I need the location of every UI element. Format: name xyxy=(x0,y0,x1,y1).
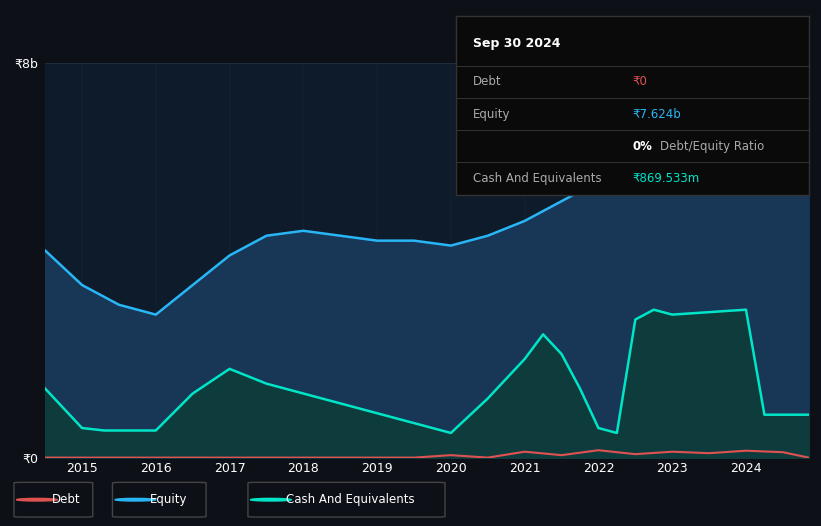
FancyBboxPatch shape xyxy=(112,482,206,517)
Text: Equity: Equity xyxy=(474,108,511,120)
Text: Cash And Equivalents: Cash And Equivalents xyxy=(286,493,415,506)
Text: Equity: Equity xyxy=(150,493,188,506)
Text: Debt: Debt xyxy=(474,75,502,88)
Circle shape xyxy=(115,499,156,501)
FancyBboxPatch shape xyxy=(14,482,93,517)
Circle shape xyxy=(250,499,291,501)
FancyBboxPatch shape xyxy=(248,482,445,517)
Circle shape xyxy=(16,499,57,501)
Text: Cash And Equivalents: Cash And Equivalents xyxy=(474,172,602,185)
Text: ₹7.624b: ₹7.624b xyxy=(632,108,681,120)
Text: Sep 30 2024: Sep 30 2024 xyxy=(474,37,561,50)
Text: Debt: Debt xyxy=(52,493,80,506)
Text: 0%: 0% xyxy=(632,140,652,153)
Text: Debt/Equity Ratio: Debt/Equity Ratio xyxy=(660,140,764,153)
Text: ₹869.533m: ₹869.533m xyxy=(632,172,699,185)
Text: ₹0: ₹0 xyxy=(632,75,647,88)
